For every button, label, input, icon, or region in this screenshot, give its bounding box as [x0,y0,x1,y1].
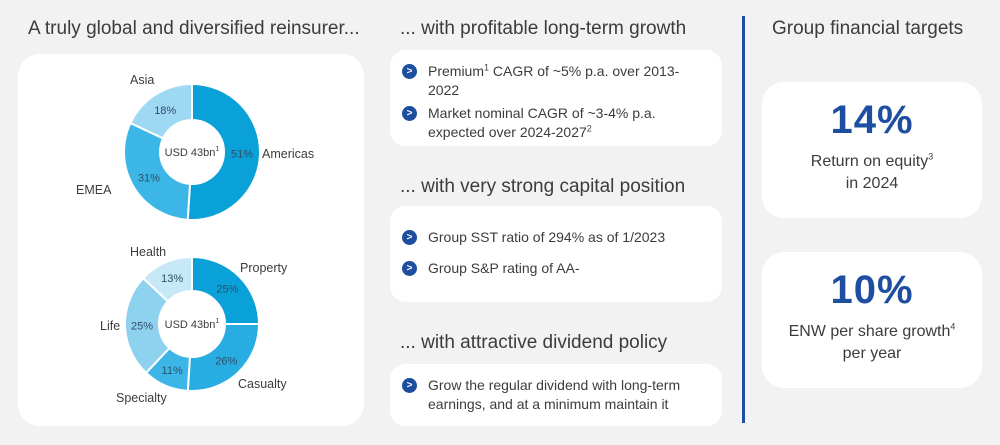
roe-label-text: Return on equity [810,153,929,170]
premium-cagr-bullet: > Premium1 CAGR of ~5% p.a. over 2013-20… [402,62,702,100]
category-label-americas: Americas [262,147,314,161]
sp-rating-bullet: > Group S&P rating of AA- [402,259,702,278]
roe-target-card: 14% Return on equity3 in 2024 [762,82,982,218]
category-label-asia: Asia [130,73,154,87]
slice-label-health: 13% [161,273,183,285]
premium-label: Premium [428,63,485,79]
dividend-title: ... with attractive dividend policy [400,332,668,353]
sst-ratio-bullet: > Group SST ratio of 294% as of 1/2023 [402,228,702,247]
roe-label: Return on equity3 [762,151,982,173]
slice-label-property: 25% [216,284,238,296]
regions-lines-title: A truly global and diversified reinsurer… [28,18,360,39]
category-label-property: Property [240,261,288,275]
slice-americas [186,82,261,221]
donut-center-label: USD 43bn1 [165,318,220,331]
capital-card: > Group SST ratio of 294% as of 1/2023 >… [390,206,722,302]
dividend-card: > Grow the regular dividend with long-te… [390,364,722,426]
chevron-right-icon: > [402,378,417,393]
slice-asia [129,82,193,140]
region-donut-chart: 51% Americas 31% EMEA 18% Asia USD 43bn1 [76,73,314,221]
chevron-right-icon: > [402,261,417,276]
premium-cagr-text: CAGR of ~5% p.a. over 2013-2022 [428,63,680,98]
slice-label-casualty: 26% [215,355,237,367]
dividend-text: Grow the regular dividend with long-term… [428,377,681,412]
footnote-4: 4 [950,321,956,332]
region-donut: 51% Americas 31% EMEA 18% Asia USD 43bn1 [18,64,364,234]
category-label-emea: EMEA [76,183,112,197]
slice-label-life: 25% [131,321,153,333]
enw-target-card: 10% ENW per share growth4 per year [762,252,982,388]
footnote-2: 2 [586,123,592,134]
roe-value: 14% [830,98,914,142]
enw-label: ENW per share growth4 [762,321,982,343]
slice-health [141,255,193,303]
slice-casualty [186,323,261,392]
category-label-health: Health [130,245,166,259]
enw-label-text: ENW per share growth [788,323,951,340]
dividend-bullet: > Grow the regular dividend with long-te… [402,376,702,414]
capital-title: ... with very strong capital position [400,176,686,197]
slice-property [191,255,261,325]
portfolio-panel: 51% Americas 31% EMEA 18% Asia USD 43bn1 25% Pr… [18,54,364,426]
line-of-business-donut: 25% Property 26% Casualty 11% Specialty 25% Lif… [18,240,364,416]
category-label-casualty: Casualty [238,377,287,391]
slice-label-americas: 51% [231,149,253,161]
column-divider [742,16,745,423]
market-cagr-bullet: > Market nominal CAGR of ~3-4% p.a. expe… [402,104,702,142]
growth-title: ... with profitable long-term growth [400,18,687,39]
chevron-right-icon: > [402,106,417,121]
lob-donut-chart: 25%Property26%Casualty11%Specialty25%Lif… [100,245,288,405]
chevron-right-icon: > [402,230,417,245]
targets-title: Group financial targets [772,18,964,39]
category-label-specialty: Specialty [116,391,167,405]
slice-label-specialty: 11% [162,365,183,377]
roe-year: in 2024 [845,175,899,192]
enw-value: 10% [830,268,914,312]
slice-life [124,276,171,375]
slice-label-emea: 31% [138,172,160,184]
enw-period: per year [842,345,902,362]
chevron-right-icon: > [402,64,417,79]
sp-rating-text: Group S&P rating of AA- [428,260,580,276]
growth-card: > Premium1 CAGR of ~5% p.a. over 2013-20… [390,50,722,146]
footnote-1: 1 [484,62,490,73]
sst-ratio-text: Group SST ratio of 294% as of 1/2023 [428,229,666,245]
footnote-3: 3 [928,151,934,162]
market-cagr-text: Market nominal CAGR of ~3-4% p.a. expect… [428,105,656,140]
slice-label-asia: 18% [154,105,176,117]
slice-emea [123,121,192,221]
category-label-life: Life [100,319,120,333]
donut-center-label: USD 43bn1 [165,146,220,159]
